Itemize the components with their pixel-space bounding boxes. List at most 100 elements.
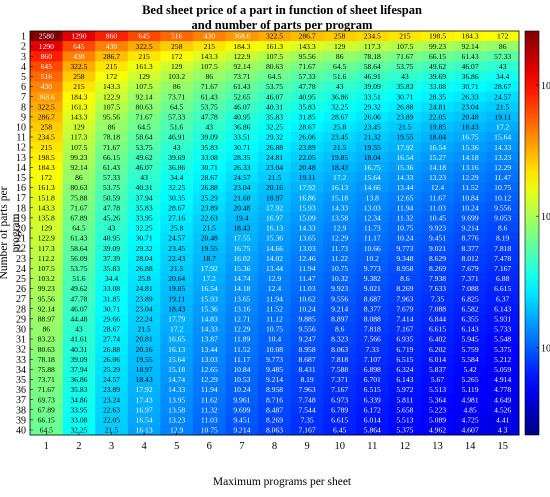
cell-value-label: 11.94 <box>396 203 413 212</box>
heatmap-cell <box>127 374 161 385</box>
cell-value-label: 6.014 <box>429 355 446 364</box>
cell-value-label: 6.615 <box>331 415 348 424</box>
cell-value-label: 17.2 <box>203 274 216 283</box>
cell-value-label: 26.88 <box>266 143 283 152</box>
cell-value-label: 17.92 <box>136 385 153 394</box>
cell-value-label: 32.25 <box>136 224 153 233</box>
cell-value-label: 75.88 <box>70 193 87 202</box>
cell-value-label: 26.06 <box>299 133 316 142</box>
heatmap-cell <box>258 414 292 426</box>
heatmap-cell <box>290 51 324 62</box>
cell-value-label: 172 <box>106 72 118 81</box>
heatmap-cell <box>421 31 455 42</box>
cell-value-label: 49.62 <box>136 153 153 162</box>
heatmap-cell <box>30 41 63 52</box>
cell-value-label: 11.67 <box>429 193 446 202</box>
cell-value-label: 19.55 <box>364 143 381 152</box>
cell-value-label: 9.699 <box>462 213 479 222</box>
cell-value-label: 39.69 <box>168 153 185 162</box>
cell-value-label: 41.61 <box>70 335 87 344</box>
heatmap-cell <box>290 384 324 395</box>
cell-value-label: 5.059 <box>494 365 511 374</box>
heatmap-cell <box>160 233 194 244</box>
cell-value-label: 6.355 <box>462 314 479 323</box>
cell-value-label: 10.08 <box>266 345 283 354</box>
cell-value-label: 40.31 <box>266 102 283 111</box>
heatmap-cell <box>30 243 63 254</box>
cell-value-label: 18.43 <box>462 123 479 132</box>
heatmap-cell <box>421 253 455 264</box>
heatmap-cell <box>388 142 422 153</box>
heatmap-cell <box>258 101 292 113</box>
heatmap-cell <box>127 323 161 335</box>
cell-value-label: 53.75 <box>136 143 153 152</box>
cell-value-label: 12.29 <box>201 375 218 384</box>
heatmap-cell <box>95 334 129 345</box>
heatmap-cell <box>388 212 422 224</box>
heatmap-cell <box>453 101 487 113</box>
heatmap-cell <box>486 323 520 335</box>
cell-value-label: 645 <box>138 32 150 41</box>
cell-value-label: 12.29 <box>331 234 348 243</box>
cell-value-label: 23.45 <box>364 123 381 132</box>
heatmap-cell <box>453 313 487 325</box>
heatmap-cell <box>453 323 487 335</box>
heatmap-cell <box>62 233 96 244</box>
cell-value-label: 16.13 <box>168 345 185 354</box>
cell-value-label: 4.649 <box>494 395 511 404</box>
heatmap-cell <box>30 51 63 62</box>
cell-value-label: 13.03 <box>364 203 381 212</box>
cell-value-label: 9.556 <box>299 325 316 334</box>
cell-value-label: 13.95 <box>168 395 185 404</box>
heatmap-cell <box>323 404 357 416</box>
heatmap-cell <box>160 374 194 385</box>
cell-value-label: 37.94 <box>136 193 153 202</box>
heatmap-cell <box>421 283 455 294</box>
heatmap-cell <box>127 81 161 92</box>
heatmap-cell <box>356 404 389 416</box>
cell-value-label: 12.29 <box>233 325 250 334</box>
heatmap-cell <box>193 132 226 143</box>
cell-value-label: 9.214 <box>266 375 283 384</box>
cell-value-label: 12.71 <box>233 314 250 323</box>
heatmap-cell <box>486 51 520 62</box>
cell-value-label: 11.52 <box>233 345 250 354</box>
heatmap-cell <box>225 31 259 42</box>
cell-value-label: 198.5 <box>429 32 446 41</box>
cell-value-label: 161.3 <box>266 42 283 51</box>
heatmap-cell <box>62 212 96 224</box>
cell-value-label: 39.69 <box>429 72 446 81</box>
cell-value-label: 13.03 <box>299 244 316 253</box>
heatmap-cell <box>193 273 226 284</box>
heatmap-cell <box>258 172 292 183</box>
heatmap-cell <box>290 243 324 254</box>
cell-value-label: 7.167 <box>396 325 413 334</box>
cell-value-label: 34.4 <box>496 72 509 81</box>
cell-value-label: 58.64 <box>70 244 87 253</box>
heatmap-cell <box>258 132 292 143</box>
cell-value-label: 9.885 <box>299 314 316 323</box>
cell-value-label: 9.773 <box>266 355 283 364</box>
heatmap-cell <box>388 263 422 274</box>
heatmap-cell <box>323 81 357 92</box>
heatmap-cell <box>323 162 357 173</box>
heatmap-cell <box>290 41 324 52</box>
cell-value-label: 13.44 <box>201 345 218 354</box>
heatmap-cell <box>62 51 96 62</box>
cell-value-label: 12.4 <box>431 183 444 192</box>
cell-value-label: 24.81 <box>429 102 446 111</box>
heatmap-cell <box>356 273 389 284</box>
cell-value-label: 23.45 <box>331 133 348 142</box>
heatmap-cell <box>290 182 324 193</box>
cell-value-label: 322.5 <box>266 32 283 41</box>
cell-value-label: 13.65 <box>233 294 250 303</box>
heatmap-cell <box>62 243 96 254</box>
cell-value-label: 7.35 <box>431 294 444 303</box>
heatmap-cell <box>290 263 324 274</box>
cell-value-label: 34.4 <box>105 274 118 283</box>
cell-value-label: 28.67 <box>201 173 218 182</box>
cell-value-label: 215 <box>41 143 53 152</box>
cell-value-label: 21.5 <box>333 143 346 152</box>
heatmap-cell <box>95 354 129 365</box>
heatmap-cell <box>62 323 96 335</box>
